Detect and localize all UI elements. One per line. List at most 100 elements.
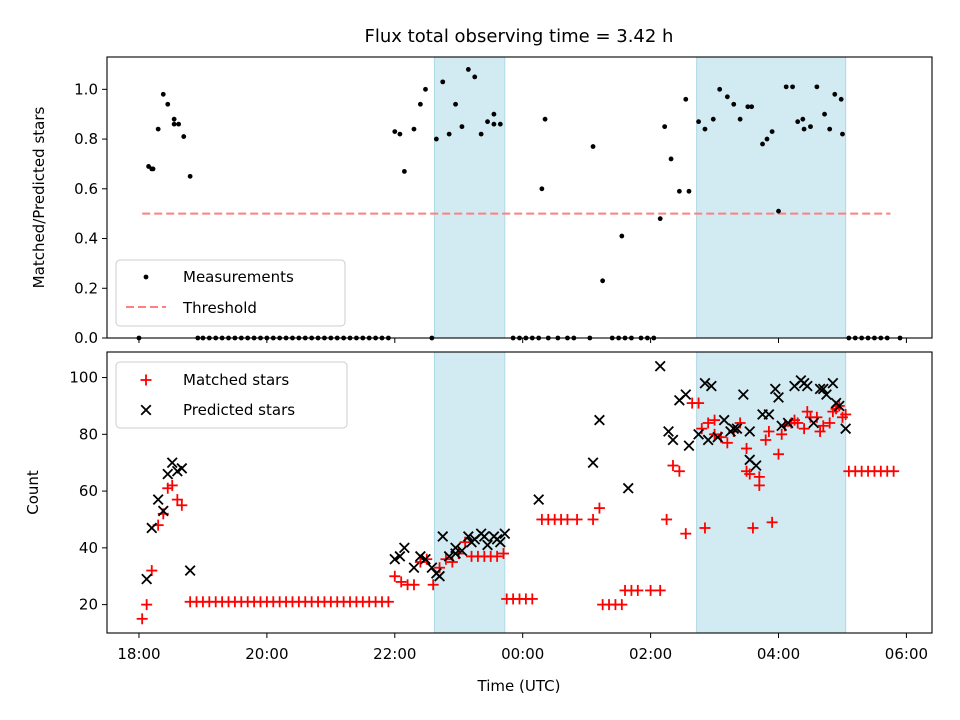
marker-stroke <box>808 417 820 429</box>
matched-point <box>699 522 711 534</box>
predicted-point <box>737 389 749 401</box>
x-tick-label: 06:00 <box>885 645 928 663</box>
data-point <box>171 116 177 122</box>
data-point <box>590 144 596 149</box>
matched-point <box>389 570 401 582</box>
matched-point <box>798 423 810 435</box>
matched-point <box>414 556 426 568</box>
data-point <box>838 96 844 102</box>
data-point <box>832 91 838 97</box>
marker-stroke <box>594 414 605 426</box>
data-point <box>446 131 452 137</box>
predicted-point <box>408 562 420 574</box>
predicted-point <box>782 417 794 429</box>
legend-label-matched: Matched stars <box>183 371 289 389</box>
marker-stroke <box>769 383 781 395</box>
predicted-point <box>750 460 762 471</box>
matched-point <box>840 408 852 420</box>
matched-point <box>702 417 714 429</box>
data-point <box>539 186 545 192</box>
marker-stroke <box>420 553 431 565</box>
data-point <box>800 116 806 122</box>
data-point <box>453 101 458 107</box>
data-point <box>485 119 490 125</box>
legend-box <box>115 259 346 327</box>
data-point <box>790 84 795 90</box>
data-point <box>764 136 770 142</box>
matched-point <box>632 584 644 596</box>
y-tick-label: 80 <box>79 425 98 443</box>
data-point <box>737 116 743 122</box>
predicted-point <box>152 494 164 506</box>
data-point <box>423 86 428 92</box>
predicted-point <box>456 545 468 557</box>
predicted-point <box>663 426 674 437</box>
predicted-point <box>166 457 178 469</box>
data-point <box>472 74 478 80</box>
predicted-point <box>827 377 839 389</box>
data-point <box>840 131 845 137</box>
matched-point <box>744 468 756 480</box>
data-point <box>619 233 625 239</box>
marker-stroke <box>394 550 406 562</box>
marker-stroke <box>814 383 826 395</box>
predicted-point <box>622 482 634 494</box>
predicted-point <box>728 423 740 435</box>
y-tick-label: 0.2 <box>74 279 98 297</box>
marker-stroke <box>773 391 784 403</box>
shaded-interval <box>696 56 847 339</box>
x-tick-label: 22:00 <box>373 645 416 663</box>
marker-stroke <box>699 377 711 389</box>
predicted-point <box>478 531 490 542</box>
data-point <box>440 79 446 85</box>
y-tick-label: 20 <box>79 596 98 614</box>
legend-box <box>115 361 348 429</box>
y-tick-label: 100 <box>69 369 98 387</box>
data-point <box>411 126 417 132</box>
predicted-point <box>683 440 695 452</box>
marker-stroke <box>744 454 756 466</box>
predicted-point <box>437 531 449 542</box>
marker-stroke <box>718 414 730 426</box>
marker-stroke <box>750 460 762 471</box>
matched-point <box>673 465 685 477</box>
predicted-point <box>808 417 820 429</box>
predicted-point <box>499 528 511 540</box>
data-point <box>801 126 807 132</box>
predicted-point <box>821 389 832 401</box>
marker-stroke <box>622 482 634 494</box>
matched-point <box>616 599 628 611</box>
data-point <box>160 91 166 97</box>
data-point <box>397 131 403 137</box>
matched-point <box>667 460 679 472</box>
matched-point <box>146 565 158 577</box>
matched-point <box>587 513 599 525</box>
marker-stroke <box>817 383 829 395</box>
predicted-point <box>414 550 426 562</box>
marker-stroke <box>731 423 743 435</box>
data-point <box>478 131 484 137</box>
marker-stroke <box>162 468 174 480</box>
marker-stroke <box>450 548 461 559</box>
data-point <box>459 124 465 130</box>
predicted-point <box>146 522 158 534</box>
x-tick-label: 18:00 <box>117 645 160 663</box>
predicted-point <box>769 383 781 395</box>
marker-stroke <box>437 531 449 542</box>
matched-point <box>766 516 778 528</box>
matched-point <box>141 599 153 611</box>
matched-point <box>814 425 826 437</box>
marker-stroke <box>176 462 188 474</box>
predicted-point <box>830 397 842 409</box>
predicted-point <box>680 389 692 401</box>
predicted-point <box>587 457 599 469</box>
x-axis-label: Time (UTC) <box>477 677 561 695</box>
predicted-point <box>176 462 188 474</box>
matched-point <box>721 437 733 449</box>
marker-stroke <box>737 389 749 401</box>
predicted-point <box>763 409 775 420</box>
data-point <box>433 136 439 142</box>
data-point <box>795 119 801 125</box>
marker-stroke <box>683 440 695 452</box>
